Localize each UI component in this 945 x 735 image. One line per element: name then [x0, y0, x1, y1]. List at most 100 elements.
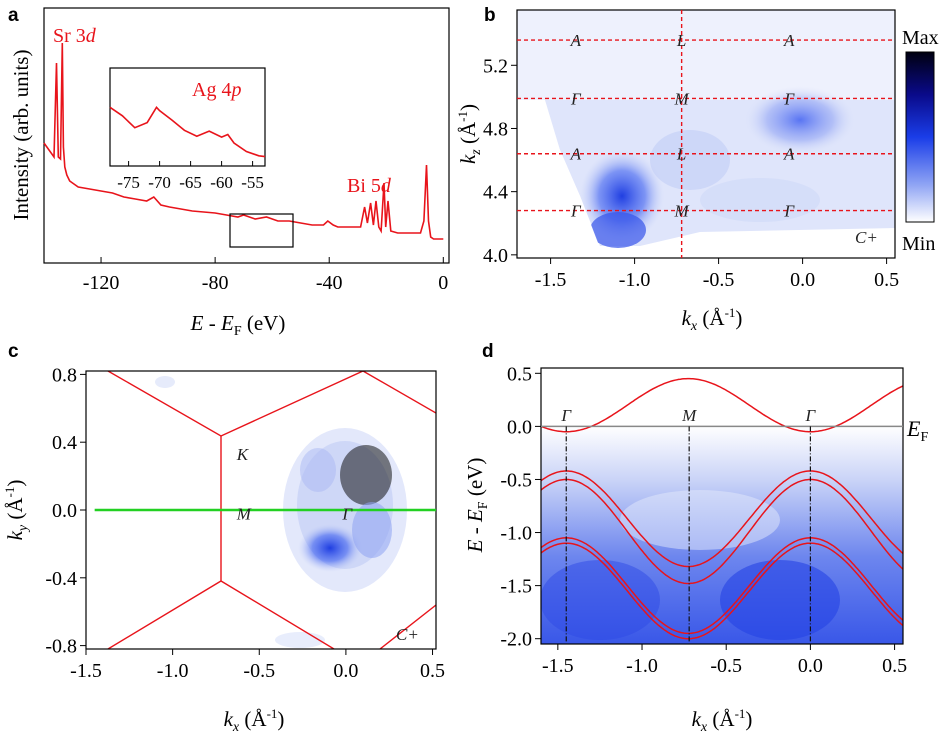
colorbar-min-label: Min: [902, 233, 935, 255]
panel-c-symbols: K M Γ: [236, 445, 354, 523]
a-inset-tick-label: -65: [179, 173, 202, 192]
panel-a-zoom-box: [229, 213, 294, 248]
a-inset-tick-label: -60: [210, 173, 233, 192]
b-y-tick-label: 4.0: [483, 245, 508, 267]
panel-c-letter: c: [8, 341, 19, 362]
c-x-tick-label: -1.0: [157, 660, 189, 682]
panel-c: c K M Γ -1.5 -1.0 -0.5 0.0 0.5 0.8 0.4 0.0 -0.4 -0…: [2, 341, 445, 735]
d-x-tick-label: 0.5: [882, 655, 907, 677]
panel-a-xlabel: E - EF (eV): [190, 311, 286, 339]
c-y-tick-label: -0.8: [45, 636, 77, 658]
a-x-tick-label: 0: [438, 272, 448, 294]
d-band: [541, 537, 903, 635]
d-symbol: M: [681, 406, 697, 425]
b-y-tick-label: 4.4: [483, 182, 508, 204]
panel-a-spectrum-line: [43, 42, 444, 240]
panel-d-x-ticks: -1.5 -1.0 -0.5 0.0 0.5: [542, 644, 907, 677]
c-y-tick-label: 0.0: [52, 500, 77, 522]
b-x-tick-label: -1.5: [535, 269, 567, 291]
d-x-tick-label: 0.0: [798, 655, 823, 677]
d-band: [541, 478, 903, 585]
d-symbol: Γ: [805, 406, 817, 425]
a-inset-tick-label: -70: [148, 173, 171, 192]
c-x-tick-label: -1.5: [70, 660, 102, 682]
panel-d-frame: [540, 367, 904, 645]
c-x-tick-label: 0.5: [420, 660, 445, 682]
b-symbol: A: [570, 31, 582, 50]
b-symbol: L: [676, 145, 686, 164]
b-symbol: Γ: [783, 89, 795, 108]
b-symbol: A: [783, 145, 795, 164]
d-y-tick-label: -1.0: [500, 523, 532, 545]
panel-b-symbols: A L A Γ M Γ A L A Γ M Γ: [570, 31, 796, 221]
panel-d-high-symmetry-lines: [565, 426, 811, 644]
b-x-tick-label: -1.0: [619, 269, 651, 291]
d-x-tick-label: -1.0: [626, 655, 658, 677]
panel-d-ylabel: E - EF (eV): [463, 458, 491, 554]
bi-5d-label: Bi 5d: [347, 175, 392, 197]
panel-c-brillouin-zone: [107, 371, 436, 649]
colorbar: [905, 51, 935, 223]
panel-d-y-ticks: 0.5 0.0 -0.5 -1.0 -1.5 -2.0: [500, 363, 541, 651]
d-y-tick-label: 0.5: [507, 363, 532, 385]
b-symbol: Γ: [570, 202, 582, 221]
c-symbol: K: [236, 445, 250, 464]
panel-b-y-ticks: 4.0 4.4 4.8 5.2: [483, 55, 517, 267]
b-symbol: M: [674, 202, 690, 221]
panel-d-fermi-label: EF: [906, 416, 928, 445]
panel-b-x-ticks: -1.5 -1.0 -0.5 0.0 0.5: [535, 258, 899, 291]
a-x-tick-label: -40: [316, 272, 343, 294]
panel-c-x-ticks: -1.5 -1.0 -0.5 0.0 0.5: [70, 649, 445, 682]
d-x-tick-label: -0.5: [710, 655, 742, 677]
b-x-tick-label: 0.0: [790, 269, 815, 291]
b-symbol: Γ: [570, 89, 582, 108]
panel-a-inset-x-ticks: -75 -70 -65 -60 -55: [117, 161, 264, 192]
panel-b-ylabel: kz (Å-1): [455, 104, 484, 164]
c-y-tick-label: -0.4: [45, 568, 77, 590]
d-band: [541, 542, 903, 640]
panel-c-polarization: C+: [396, 625, 419, 644]
b-x-tick-label: -0.5: [703, 269, 735, 291]
panel-b-high-symmetry-lines: [517, 39, 895, 212]
panel-d-xlabel: kx (Å-1): [692, 706, 753, 735]
panel-b: b A L A Γ M Γ A L A Γ M Γ -1.5 -1.0 -0.5 0.0 0.5 4.0 4.4…: [455, 5, 939, 334]
panel-b-frame: [516, 9, 896, 259]
panel-b-xlabel: kx (Å-1): [682, 305, 743, 334]
a-x-tick-label: -80: [202, 272, 229, 294]
b-y-tick-label: 4.8: [483, 118, 508, 140]
b-symbol: A: [783, 31, 795, 50]
panel-b-letter: b: [484, 5, 496, 26]
b-y-tick-label: 5.2: [483, 55, 508, 77]
d-symbol: Γ: [560, 406, 572, 425]
d-band: [541, 470, 903, 568]
panel-a-x-ticks: -120 -80 -40 0: [83, 257, 448, 294]
d-y-tick-label: 0.0: [507, 416, 532, 438]
d-y-tick-label: -1.5: [500, 576, 532, 598]
panel-d-band-structure: [541, 377, 903, 640]
d-x-tick-label: -1.5: [542, 655, 574, 677]
a-inset-tick-label: -55: [241, 173, 264, 192]
panel-b-intensity-map: [517, 10, 895, 248]
c-symbol: M: [236, 504, 252, 523]
c-x-tick-label: -0.5: [243, 660, 275, 682]
b-x-tick-label: 0.5: [874, 269, 899, 291]
panel-a-inset-frame: [109, 67, 266, 167]
b-symbol: Γ: [783, 202, 795, 221]
a-x-tick-label: -120: [83, 272, 120, 294]
panel-a-inset-line: [109, 105, 266, 158]
panel-c-ylabel: ky (Å-1): [2, 480, 31, 541]
c-y-tick-label: 0.4: [52, 432, 77, 454]
panel-c-y-ticks: 0.8 0.4 0.0 -0.4 -0.8: [45, 364, 86, 658]
c-symbol: Γ: [341, 504, 353, 523]
c-y-tick-label: 0.8: [52, 364, 77, 386]
panel-d-intensity-map: [541, 368, 903, 644]
d-band: [541, 377, 903, 433]
a-inset-tick-label: -75: [117, 173, 140, 192]
panel-b-polarization: C+: [855, 228, 878, 247]
b-symbol: M: [674, 89, 690, 108]
panel-a-ylabel: Intensity (arb. units): [9, 50, 33, 221]
b-symbol: L: [676, 31, 686, 50]
